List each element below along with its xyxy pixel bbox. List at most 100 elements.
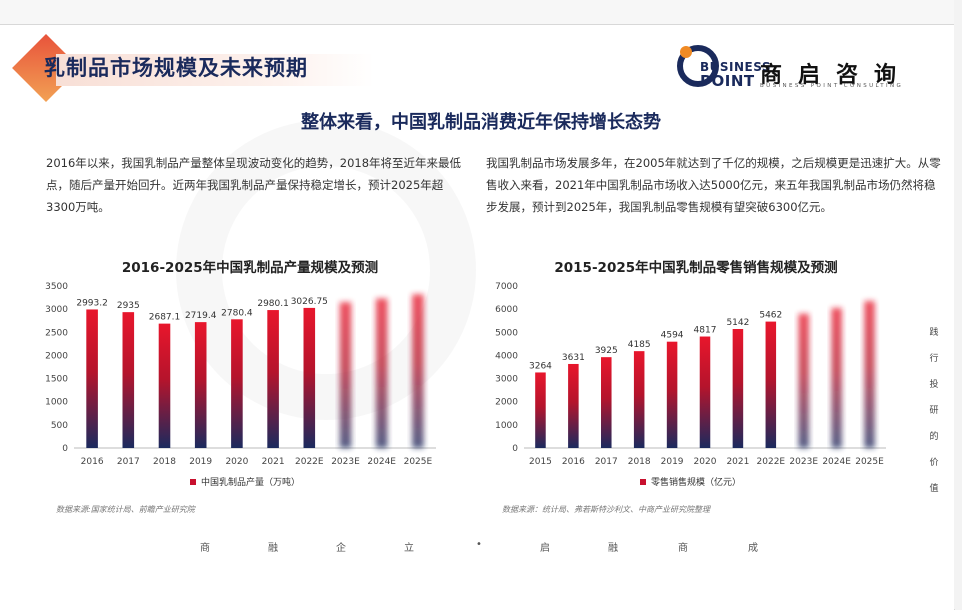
bar — [535, 372, 546, 448]
x-tick-label: 2024E — [367, 457, 396, 467]
data-label: 2780.4 — [221, 308, 253, 318]
data-label: 4594 — [661, 331, 684, 341]
slogan-char: 企 — [336, 543, 346, 554]
data-label: 4817 — [694, 326, 717, 336]
bar — [864, 301, 875, 448]
bar — [267, 310, 279, 448]
viewer-edge — [954, 0, 962, 609]
x-tick-label: 2016 — [562, 457, 585, 467]
slogan-char: 融 — [268, 543, 278, 554]
bar — [831, 307, 842, 448]
slogan-char: • — [476, 539, 482, 550]
title-band — [56, 54, 374, 86]
data-label: 2980.1 — [257, 299, 289, 309]
bar — [699, 336, 711, 448]
bar — [375, 298, 388, 448]
x-tick-label: 2017 — [595, 457, 618, 467]
x-tick-label: 2019 — [189, 457, 212, 467]
logo-ring-icon — [677, 45, 719, 87]
x-tick-label: 2025E — [404, 457, 433, 467]
data-label: 3631 — [562, 353, 585, 363]
x-tick-label: 2022E — [757, 457, 786, 467]
bar — [732, 328, 744, 448]
bar — [339, 302, 352, 448]
legend-label: 零售销售规模（亿元） — [651, 478, 742, 488]
data-label: 2935 — [117, 301, 140, 311]
side-char: 价 — [929, 458, 939, 468]
source-note-production: 数据来源:国家统计局、前瞻产业研究院 — [56, 505, 195, 514]
logo-en-line1: BUSINESS — [700, 60, 771, 74]
y-tick-label: 2500 — [45, 328, 68, 338]
data-label: 3026.75 — [291, 297, 328, 307]
legend-swatch — [640, 478, 646, 485]
bar — [765, 321, 777, 448]
side-char: 投 — [929, 380, 939, 390]
y-tick-label: 3000 — [45, 305, 68, 315]
bar — [633, 351, 645, 448]
y-tick-label: 2000 — [45, 351, 68, 361]
bar — [122, 312, 135, 448]
side-char: 值 — [929, 484, 939, 494]
data-label: 2719.4 — [185, 311, 217, 321]
bar — [601, 357, 612, 448]
data-label: 2993.2 — [76, 298, 108, 308]
page-title: 乳制品市场规模及未来预期 — [44, 56, 308, 80]
chart-production: 0 500 1000 1500 2000 2500 3000 3500 2993.2 2016 29… — [45, 282, 436, 467]
logo-cn-name: 商启咨询 — [760, 63, 913, 88]
bar — [86, 309, 98, 448]
slogan-char: 立 — [404, 543, 414, 554]
side-char: 的 — [929, 432, 939, 442]
side-char: 研 — [929, 406, 939, 416]
x-tick-label: 2021 — [726, 457, 749, 467]
bar — [666, 341, 678, 448]
y-tick-label: 2000 — [495, 398, 518, 408]
chart-retail: 0 1000 2000 3000 4000 5000 6000 7000 3264 2015 363… — [495, 282, 886, 467]
x-tick-label: 2020 — [694, 457, 717, 467]
slogan-char: 融 — [608, 543, 618, 554]
bar — [303, 307, 316, 448]
data-label: 4185 — [628, 340, 651, 350]
bar — [568, 363, 579, 448]
x-tick-label: 2023E — [331, 457, 360, 467]
company-logo: BUSINESS POINT 商启咨询 BUSINESS POINT CONSU… — [676, 40, 946, 96]
x-tick-label: 2024E — [822, 457, 851, 467]
bar — [158, 323, 171, 448]
source-note-retail: 数据来源：统计局、弗若斯特沙利文、中商产业研究院整理 — [502, 505, 710, 514]
legend-swatch — [190, 478, 196, 485]
y-tick-label: 1000 — [495, 421, 518, 431]
bar — [194, 322, 207, 448]
y-tick-label: 1000 — [45, 398, 68, 408]
x-tick-label: 2022E — [295, 457, 324, 467]
title-decoration — [12, 34, 374, 102]
data-label: 3925 — [595, 346, 618, 356]
legend-production: 中国乳制品产量（万吨） — [190, 475, 300, 488]
browser-tab-strip — [0, 0, 954, 24]
logo-subtitle: BUSINESS POINT CONSULTING — [760, 83, 904, 89]
y-tick-label: 7000 — [495, 282, 518, 292]
x-tick-label: 2021 — [262, 457, 285, 467]
slogan-char: 商 — [200, 543, 210, 554]
x-tick-label: 2015 — [529, 457, 552, 467]
data-label: 5462 — [759, 311, 782, 321]
data-label: 3264 — [529, 361, 552, 371]
x-tick-label: 2016 — [81, 457, 104, 467]
y-tick-label: 500 — [51, 421, 68, 431]
slogan-char: 成 — [748, 543, 758, 554]
slogan-char: 启 — [540, 543, 550, 554]
section-subtitle: 整体来看，中国乳制品消费近年保持增长态势 — [301, 112, 661, 133]
data-label: 2687.1 — [149, 313, 181, 323]
bar — [231, 319, 243, 448]
side-char: 践 — [929, 328, 939, 338]
slogan-char: 商 — [678, 543, 688, 554]
side-char: 行 — [929, 354, 939, 364]
y-tick-label: 0 — [62, 444, 68, 454]
bar — [412, 294, 424, 448]
chart-title-retail: 2015-2025年中国乳制品零售销售规模及预测 — [554, 260, 838, 276]
x-tick-label: 2019 — [661, 457, 684, 467]
x-tick-label: 2020 — [225, 457, 248, 467]
y-tick-label: 3000 — [495, 375, 518, 385]
side-vertical-text: 践行投研的价值 — [926, 320, 942, 502]
paragraph-production: 2016年以来，我国乳制品产量整体呈现波动变化的趋势，2018年将至近年来最低点… — [46, 156, 462, 214]
paragraph-retail: 我国乳制品市场发展多年，在2005年就达到了千亿的规模，之后规模更是迅速扩大。从… — [486, 156, 941, 214]
y-tick-label: 3500 — [45, 282, 68, 292]
